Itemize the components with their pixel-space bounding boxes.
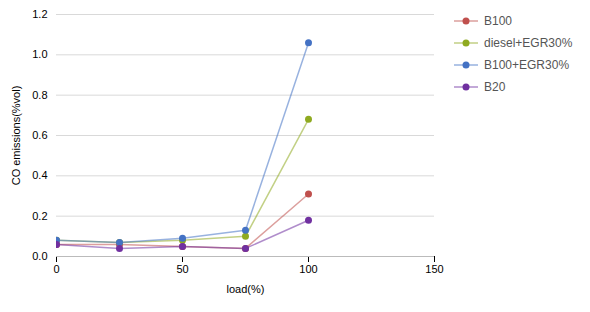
svg-text:100: 100	[299, 263, 317, 275]
html-text:diesel+EGR30%: diesel+EGR30%	[484, 36, 573, 50]
svg-text:0.8: 0.8	[32, 89, 47, 101]
svg-text:0.0: 0.0	[32, 250, 47, 262]
svg-text:CO emissions(%vol): CO emissions(%vol)	[10, 86, 22, 186]
html-text:B20: B20	[484, 80, 506, 94]
svg-text:1.2: 1.2	[32, 8, 47, 20]
svg-text:0: 0	[53, 263, 59, 275]
html-text:B100: B100	[484, 14, 512, 28]
svg-text:150: 150	[425, 263, 443, 275]
svg-text:0.4: 0.4	[32, 169, 47, 181]
html-text:B100+EGR30%: B100+EGR30%	[484, 58, 570, 72]
svg-text:0.6: 0.6	[32, 129, 47, 141]
svg-text:50: 50	[176, 263, 188, 275]
svg-text:0.2: 0.2	[32, 210, 47, 222]
svg-text:load(%): load(%)	[227, 283, 265, 295]
svg-text:1.0: 1.0	[32, 48, 47, 60]
